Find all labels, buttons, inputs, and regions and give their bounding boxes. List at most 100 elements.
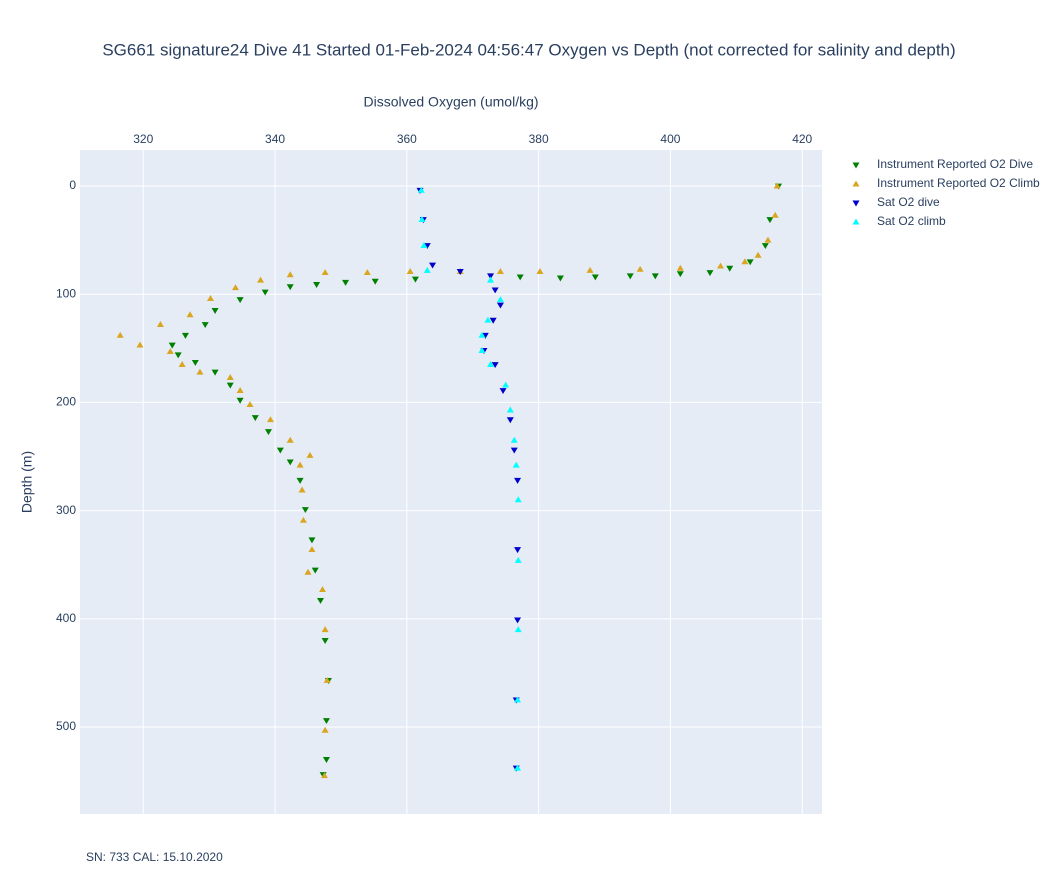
data-point bbox=[423, 243, 431, 250]
plot-area bbox=[80, 150, 822, 814]
data-point bbox=[754, 251, 762, 258]
x-tick-label: 360 bbox=[397, 132, 417, 146]
data-point bbox=[478, 331, 486, 338]
data-point bbox=[236, 397, 244, 404]
data-point bbox=[322, 757, 330, 763]
data-point bbox=[174, 352, 182, 359]
data-point bbox=[186, 311, 194, 318]
data-point bbox=[514, 626, 522, 633]
data-point bbox=[487, 361, 495, 368]
data-point bbox=[286, 436, 294, 443]
data-point bbox=[264, 429, 272, 436]
legend-label: Sat O2 dive bbox=[877, 195, 940, 209]
legend-label: Instrument Reported O2 Dive bbox=[877, 157, 1033, 171]
data-point bbox=[487, 273, 495, 280]
data-point bbox=[251, 415, 259, 422]
data-point bbox=[456, 269, 464, 276]
data-point bbox=[418, 216, 426, 223]
data-point bbox=[771, 211, 779, 218]
data-point bbox=[286, 459, 294, 466]
data-point bbox=[746, 259, 754, 266]
data-point bbox=[313, 282, 321, 288]
data-point bbox=[514, 547, 522, 554]
data-point bbox=[514, 764, 522, 771]
data-point bbox=[417, 186, 425, 193]
data-point bbox=[420, 242, 428, 248]
data-point bbox=[510, 447, 518, 454]
data-point bbox=[266, 416, 274, 423]
data-point bbox=[502, 381, 510, 388]
data-point bbox=[201, 322, 209, 329]
data-point bbox=[371, 278, 379, 285]
data-point bbox=[191, 359, 199, 366]
data-point bbox=[168, 342, 176, 349]
data-point bbox=[676, 264, 684, 271]
data-point bbox=[491, 287, 499, 294]
legend-marker bbox=[852, 162, 860, 169]
y-tick-label: 200 bbox=[56, 395, 76, 409]
data-point bbox=[196, 368, 204, 375]
data-point bbox=[591, 274, 599, 281]
data-point bbox=[773, 182, 781, 189]
data-point bbox=[484, 316, 492, 323]
legend-marker bbox=[852, 218, 860, 225]
x-axis-title: Dissolved Oxygen (umol/kg) bbox=[363, 94, 538, 110]
x-tick-label: 320 bbox=[133, 132, 153, 146]
data-point bbox=[226, 374, 234, 380]
legend-marker bbox=[852, 200, 860, 207]
data-point bbox=[301, 507, 309, 514]
data-point bbox=[514, 696, 522, 703]
data-point bbox=[308, 546, 316, 553]
data-point bbox=[487, 276, 495, 283]
data-point bbox=[586, 266, 594, 273]
data-point bbox=[206, 295, 214, 302]
data-point bbox=[156, 321, 164, 327]
data-point bbox=[514, 617, 522, 624]
data-point bbox=[491, 362, 499, 369]
data-point bbox=[286, 284, 294, 291]
data-point bbox=[717, 262, 725, 269]
data-point bbox=[321, 638, 329, 644]
data-point bbox=[211, 369, 219, 376]
data-point bbox=[514, 477, 522, 484]
data-point bbox=[489, 317, 497, 324]
data-point bbox=[276, 447, 284, 454]
legend-label: Sat O2 climb bbox=[877, 214, 946, 228]
data-point bbox=[299, 516, 307, 523]
data-point bbox=[232, 284, 240, 291]
data-point bbox=[178, 361, 186, 368]
y-tick-label: 500 bbox=[56, 719, 76, 733]
data-point bbox=[181, 332, 189, 339]
data-point bbox=[496, 296, 504, 303]
data-point bbox=[257, 276, 265, 283]
x-tick-label: 420 bbox=[792, 132, 812, 146]
data-point bbox=[342, 279, 350, 286]
data-point bbox=[304, 568, 312, 575]
data-point bbox=[308, 537, 316, 544]
data-point bbox=[136, 341, 144, 348]
data-point bbox=[499, 388, 507, 395]
data-point bbox=[741, 258, 749, 265]
data-point bbox=[514, 496, 522, 503]
data-point bbox=[286, 271, 294, 278]
legend-label: Instrument Reported O2 Climb bbox=[877, 176, 1040, 190]
annotation: SN: 733 CAL: 15.10.2020 bbox=[86, 850, 223, 864]
data-point bbox=[429, 262, 437, 269]
y-tick-label: 300 bbox=[56, 503, 76, 517]
data-point bbox=[246, 401, 254, 408]
data-point bbox=[766, 217, 774, 224]
data-point bbox=[236, 297, 244, 304]
data-point bbox=[296, 477, 304, 484]
data-point bbox=[166, 348, 174, 355]
data-point bbox=[298, 486, 306, 493]
y-tick-label: 400 bbox=[56, 611, 76, 625]
data-point bbox=[706, 270, 714, 277]
chart-title: SG661 signature24 Dive 41 Started 01-Feb… bbox=[102, 40, 955, 59]
data-point bbox=[636, 265, 644, 272]
data-point bbox=[323, 676, 331, 683]
data-point bbox=[516, 274, 524, 281]
x-tick-label: 380 bbox=[529, 132, 549, 146]
data-point bbox=[406, 268, 414, 274]
data-point bbox=[411, 276, 419, 283]
